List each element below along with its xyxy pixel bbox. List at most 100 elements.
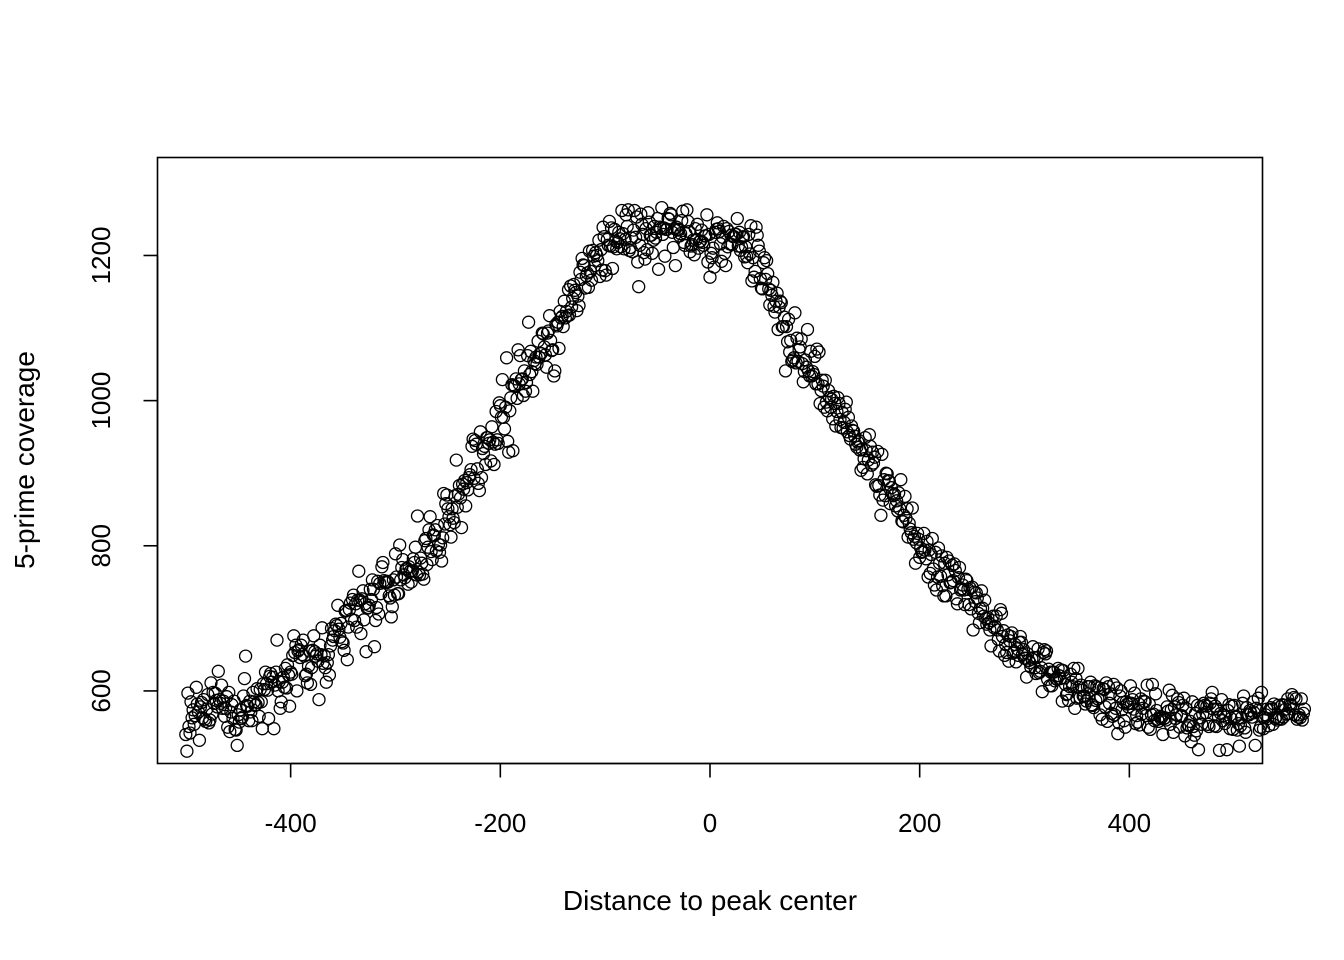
data-point bbox=[749, 220, 763, 234]
data-point bbox=[464, 462, 478, 477]
data-point bbox=[192, 733, 207, 747]
data-point bbox=[646, 233, 661, 247]
data-point bbox=[948, 563, 962, 578]
data-point bbox=[419, 531, 433, 546]
data-point bbox=[526, 384, 540, 398]
data-point bbox=[1156, 727, 1170, 742]
data-point bbox=[335, 634, 349, 649]
data-point bbox=[663, 206, 677, 221]
data-point bbox=[433, 538, 448, 552]
data-point bbox=[936, 579, 950, 593]
x-tick-label: -200 bbox=[474, 808, 526, 838]
data-point bbox=[254, 695, 268, 709]
y-axis-title: 5-prime coverage bbox=[9, 351, 40, 569]
data-point bbox=[995, 629, 1010, 644]
data-point bbox=[935, 549, 949, 563]
data-point bbox=[978, 593, 992, 607]
data-point bbox=[503, 404, 517, 418]
data-point bbox=[521, 315, 536, 329]
data-point bbox=[434, 554, 449, 568]
data-point bbox=[628, 230, 643, 244]
data-point bbox=[474, 470, 489, 485]
data-point bbox=[631, 255, 645, 269]
data-point bbox=[757, 251, 772, 265]
data-point bbox=[424, 544, 438, 559]
data-point bbox=[180, 744, 194, 758]
data-point bbox=[759, 253, 774, 268]
data-point bbox=[1232, 739, 1247, 753]
data-point bbox=[794, 332, 808, 346]
data-point bbox=[1287, 690, 1301, 705]
data-point bbox=[1143, 722, 1157, 737]
data-point bbox=[898, 489, 912, 504]
data-point bbox=[871, 444, 885, 459]
data-point bbox=[812, 345, 826, 359]
data-point bbox=[841, 410, 856, 424]
data-point bbox=[981, 610, 995, 625]
data-point bbox=[907, 529, 922, 543]
data-point bbox=[637, 245, 651, 260]
data-point bbox=[1191, 743, 1206, 757]
data-point bbox=[742, 227, 756, 242]
data-point bbox=[673, 227, 688, 241]
data-point bbox=[515, 372, 529, 386]
data-point bbox=[229, 723, 243, 737]
data-point bbox=[391, 587, 406, 601]
data-point bbox=[1140, 678, 1154, 692]
data-point bbox=[491, 436, 505, 451]
data-point bbox=[279, 681, 294, 695]
data-point bbox=[621, 203, 635, 217]
data-point bbox=[244, 705, 258, 719]
data-point bbox=[283, 665, 298, 679]
data-point bbox=[682, 224, 696, 239]
data-point bbox=[269, 665, 283, 679]
data-point bbox=[264, 666, 278, 681]
data-point bbox=[371, 574, 385, 588]
data-point bbox=[778, 364, 793, 378]
data-point bbox=[598, 264, 612, 278]
data-point bbox=[350, 620, 364, 634]
data-point bbox=[523, 367, 537, 382]
data-point bbox=[860, 467, 874, 481]
data-point bbox=[1092, 681, 1106, 695]
data-point bbox=[425, 552, 439, 567]
data-point bbox=[788, 306, 802, 320]
data-point bbox=[454, 520, 469, 535]
data-point bbox=[307, 629, 321, 643]
y-axis: 600 800 1000 1200 bbox=[86, 227, 159, 713]
data-point bbox=[345, 592, 360, 607]
data-point bbox=[252, 709, 266, 723]
data-point bbox=[632, 280, 646, 294]
data-point bbox=[896, 515, 910, 529]
data-point bbox=[193, 700, 208, 714]
data-point bbox=[447, 515, 461, 530]
data-point bbox=[572, 298, 586, 313]
data-point bbox=[260, 683, 275, 697]
data-point bbox=[594, 243, 608, 257]
data-point bbox=[931, 541, 946, 555]
data-point bbox=[506, 444, 520, 458]
data-point bbox=[183, 726, 197, 740]
data-point bbox=[1205, 685, 1219, 700]
data-point bbox=[719, 258, 733, 273]
data-point bbox=[1186, 719, 1200, 734]
data-point bbox=[584, 273, 599, 287]
data-point bbox=[1071, 661, 1085, 676]
data-point bbox=[282, 699, 297, 713]
data-point bbox=[851, 435, 865, 449]
data-point bbox=[562, 308, 577, 322]
data-point bbox=[738, 240, 753, 254]
data-point bbox=[627, 203, 642, 218]
data-point bbox=[744, 219, 758, 233]
data-point bbox=[641, 206, 655, 220]
data-point bbox=[864, 458, 879, 472]
data-point bbox=[484, 454, 498, 468]
data-point bbox=[312, 692, 326, 707]
data-point bbox=[369, 600, 384, 615]
data-point bbox=[343, 596, 358, 610]
data-point bbox=[444, 530, 458, 544]
data-point bbox=[1212, 743, 1227, 758]
data-point bbox=[230, 738, 244, 753]
data-point bbox=[800, 322, 815, 337]
